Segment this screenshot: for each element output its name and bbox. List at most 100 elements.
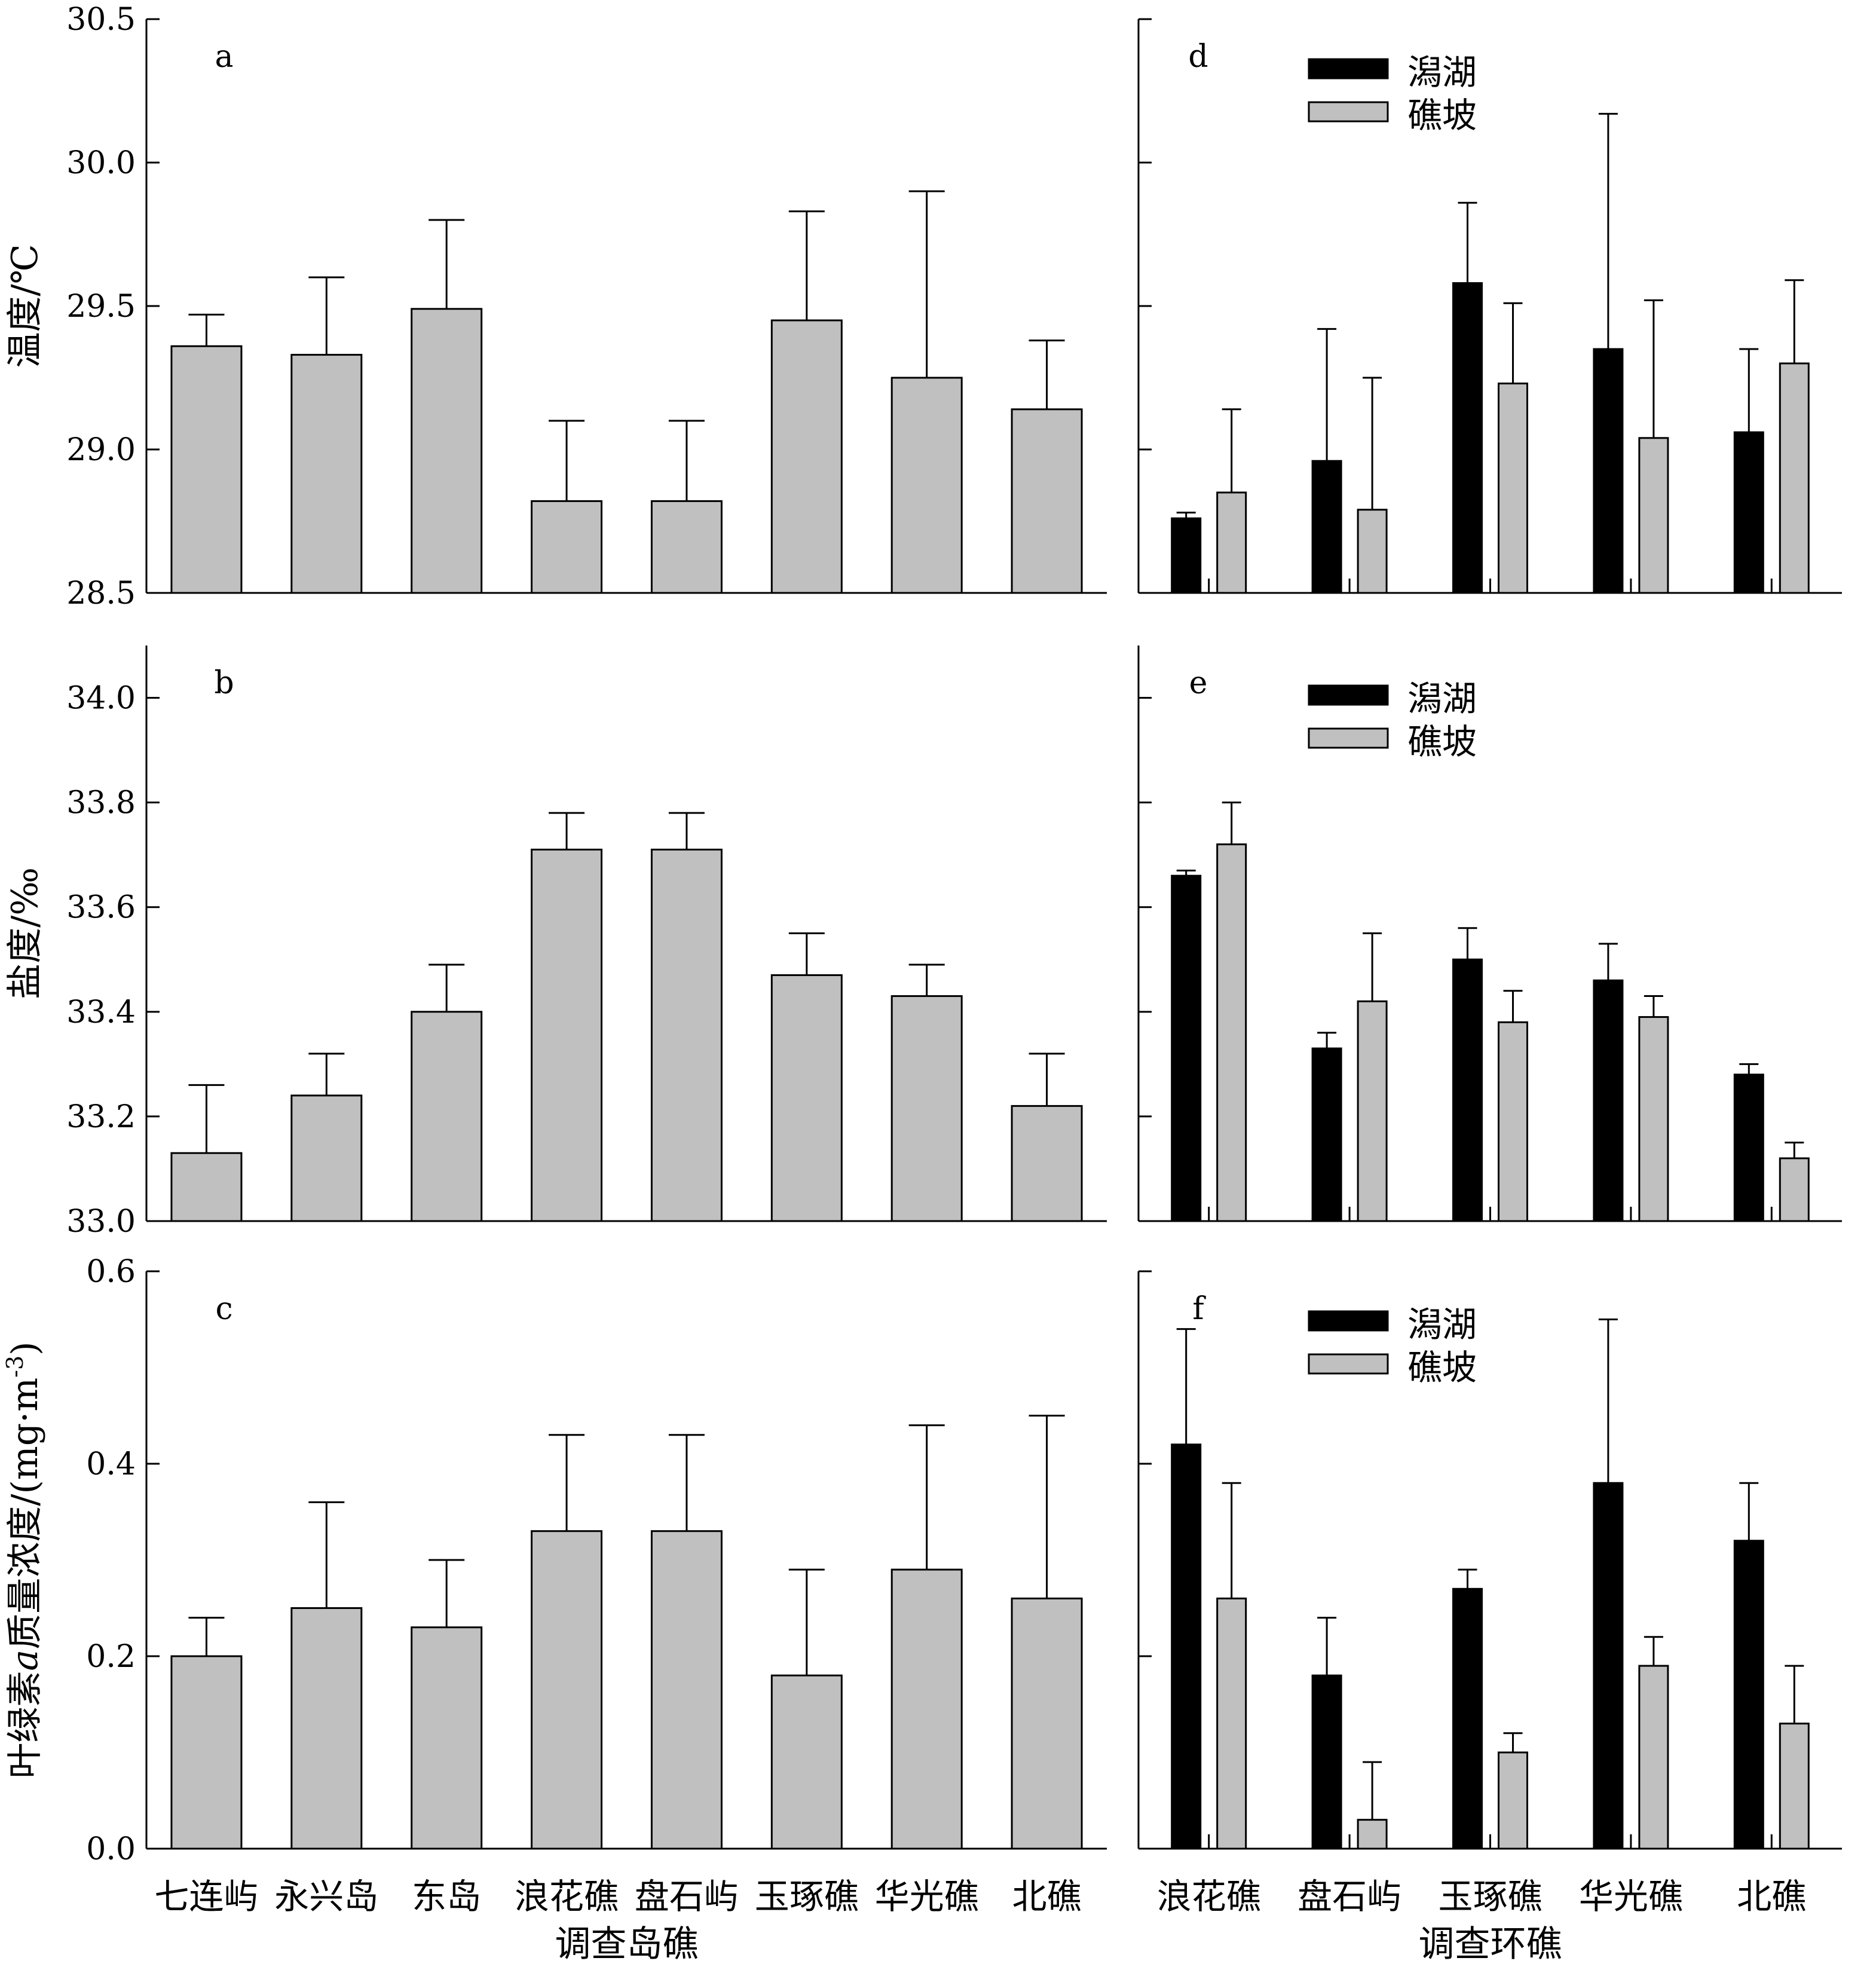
bar xyxy=(1593,979,1624,1222)
bar xyxy=(1311,1674,1342,1850)
bar xyxy=(890,377,963,594)
y-tick-label: 29.0 xyxy=(66,432,136,468)
y-tick-label: 0.6 xyxy=(86,1254,136,1290)
legend-swatch xyxy=(1308,1310,1389,1332)
legend-swatch xyxy=(1308,1353,1389,1375)
y-tick-label: 33.2 xyxy=(66,1099,136,1135)
y-axis-title-part: ) xyxy=(4,1341,46,1355)
y-tick-label: 30.5 xyxy=(66,2,136,38)
bar xyxy=(650,1530,723,1850)
bar xyxy=(1498,383,1528,594)
y-axis-title: 叶绿素a质量浓度/(mg·m-3) xyxy=(2,1341,46,1778)
y-tick-label: 30.0 xyxy=(66,145,136,181)
bar xyxy=(1638,1016,1669,1222)
y-tick-label: 0.4 xyxy=(86,1446,136,1482)
panel-label: d xyxy=(1188,39,1208,75)
x-tick-label: 浪花礁 xyxy=(515,1876,619,1917)
x-tick-label: 永兴岛 xyxy=(274,1876,378,1917)
y-tick-label: 28.5 xyxy=(66,576,136,611)
bar xyxy=(1357,509,1388,594)
bar xyxy=(1733,431,1764,594)
bar xyxy=(1011,408,1083,594)
bar xyxy=(1498,1751,1528,1850)
x-tick-label: 玉琢礁 xyxy=(1438,1876,1542,1917)
legend-swatch xyxy=(1308,101,1389,123)
bar xyxy=(1593,348,1624,594)
y-axis-title: 温度/℃ xyxy=(4,244,46,368)
bar xyxy=(1638,437,1669,594)
legend-label: 礁坡 xyxy=(1407,1347,1477,1388)
panel-label: b xyxy=(214,665,234,701)
panel-b: 33.0 33.2 33.4 33.6 33.8 34.0 b 盐度/‰ xyxy=(4,646,1107,1240)
bar xyxy=(290,354,363,594)
bar xyxy=(1311,460,1342,594)
legend-label: 潟湖 xyxy=(1407,678,1477,719)
bar xyxy=(1779,1157,1810,1222)
x-tick-label: 华光礁 xyxy=(1579,1876,1683,1917)
legend-swatch xyxy=(1308,727,1389,749)
bar xyxy=(170,1152,243,1222)
x-axis-title: 调查环礁 xyxy=(1419,1923,1562,1965)
x-tick-label: 浪花礁 xyxy=(1157,1876,1261,1917)
bar xyxy=(170,345,243,594)
bar xyxy=(411,1011,483,1222)
panel-c: 0.0 0.2 0.4 0.6 c 七连屿 永兴岛 东岛 浪花礁 盘石屿 玉琢礁 华光礁 北礁 叶绿素a质… xyxy=(2,1254,1107,1965)
bar xyxy=(770,319,843,594)
bar xyxy=(411,308,483,594)
bar xyxy=(1357,1000,1388,1222)
bar xyxy=(650,500,723,594)
x-tick-label: 北礁 xyxy=(1012,1876,1082,1917)
y-axis-title-part: -3 xyxy=(2,1356,28,1378)
bar xyxy=(1171,874,1202,1222)
bar xyxy=(770,974,843,1222)
bar xyxy=(411,1626,483,1850)
y-tick-label: 0.2 xyxy=(86,1639,136,1675)
y-tick-label: 29.5 xyxy=(66,289,136,325)
y-axis-title-part: 质量浓度/(mg·m xyxy=(4,1378,46,1650)
bar xyxy=(170,1655,243,1850)
bar xyxy=(1638,1665,1669,1850)
bar xyxy=(1498,1021,1528,1222)
bar xyxy=(1011,1105,1083,1222)
x-tick-label: 北礁 xyxy=(1737,1876,1806,1917)
bar xyxy=(531,500,603,594)
x-tick-label: 华光礁 xyxy=(875,1876,979,1917)
x-tick-label: 东岛 xyxy=(412,1876,481,1917)
panel-label: c xyxy=(215,1291,232,1327)
y-tick-label: 33.8 xyxy=(66,785,136,821)
legend-label: 礁坡 xyxy=(1407,95,1477,136)
bar xyxy=(1452,958,1483,1222)
y-axis-title-part: 叶绿素 xyxy=(4,1671,46,1779)
x-axis-title: 调查岛礁 xyxy=(555,1923,699,1965)
bar xyxy=(1593,1482,1624,1850)
y-axis-title-part: a xyxy=(4,1650,46,1671)
bar xyxy=(1452,282,1483,594)
bar xyxy=(1011,1597,1083,1850)
bar xyxy=(531,1530,603,1850)
bar xyxy=(1216,843,1247,1222)
legend-swatch xyxy=(1308,58,1389,79)
x-tick-label: 盘石屿 xyxy=(635,1876,739,1917)
bar xyxy=(1357,1819,1388,1850)
bar xyxy=(1733,1073,1764,1222)
panel-label: e xyxy=(1189,665,1208,701)
y-tick-label: 33.6 xyxy=(66,890,136,926)
bar xyxy=(1171,517,1202,594)
bar xyxy=(1779,362,1810,594)
bar xyxy=(290,1094,363,1222)
bar xyxy=(1171,1443,1202,1850)
y-axis-title: 盐度/‰ xyxy=(4,867,46,999)
x-tick-label: 盘石屿 xyxy=(1297,1876,1401,1917)
y-tick-label: 33.4 xyxy=(66,995,136,1030)
bar xyxy=(1779,1723,1810,1850)
bar xyxy=(1216,1597,1247,1850)
legend-swatch xyxy=(1308,684,1389,706)
bar xyxy=(1733,1540,1764,1850)
bar xyxy=(1452,1587,1483,1850)
y-tick-label: 33.0 xyxy=(66,1204,136,1240)
legend-label: 礁坡 xyxy=(1407,721,1477,762)
bar xyxy=(1311,1047,1342,1222)
